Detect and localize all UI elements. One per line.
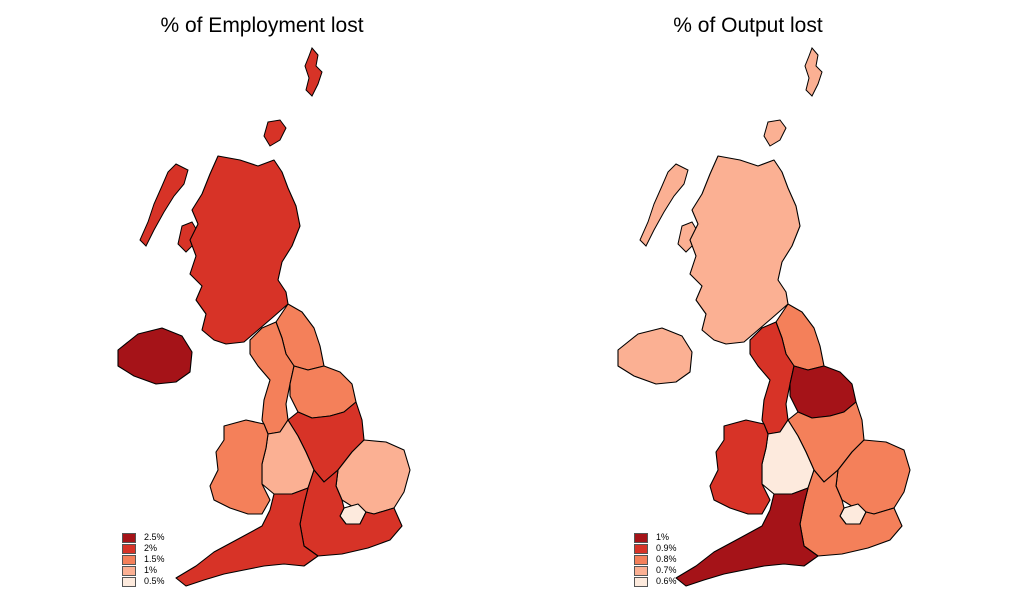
- region-wales: [709, 419, 771, 515]
- legend-item: 0.6%: [634, 576, 677, 587]
- legend-swatch: [634, 532, 648, 543]
- legend-item: 0.8%: [634, 554, 677, 565]
- outer-hebrides: [639, 163, 689, 247]
- region-south-west: [175, 487, 319, 587]
- legend-item: 0.7%: [634, 565, 677, 576]
- legend-label: 1%: [656, 532, 670, 542]
- shetland-islands: [804, 47, 823, 97]
- legend-label: 2%: [144, 543, 158, 553]
- legend-label: 0.9%: [656, 543, 677, 553]
- uk-choropleth-map: [617, 47, 911, 587]
- legend-swatch: [122, 543, 136, 554]
- output-map-panel: % of Output lost 1% 0.9% 0.8% 0.7% 0.6%: [512, 0, 1024, 614]
- legend-swatch: [634, 543, 648, 554]
- legend-label: 0.8%: [656, 554, 677, 564]
- legend-item: 0.5%: [122, 576, 165, 587]
- legend-item: 2.5%: [122, 532, 165, 543]
- legend-label: 0.5%: [144, 576, 165, 586]
- map-title: % of Employment lost: [160, 14, 364, 37]
- legend-item: 1%: [122, 565, 165, 576]
- map-title: % of Output lost: [673, 14, 823, 37]
- employment-map-panel: % of Employment lost: [117, 14, 411, 587]
- map-legend: 1% 0.9% 0.8% 0.7% 0.6%: [634, 532, 677, 587]
- legend-label: 0.7%: [656, 565, 677, 575]
- legend-swatch: [122, 565, 136, 576]
- orkney-islands: [263, 119, 287, 147]
- legend-swatch: [122, 532, 136, 543]
- legend-label: 1%: [144, 565, 158, 575]
- map-legend: 2.5% 2% 1.5% 1% 0.5%: [122, 532, 165, 587]
- orkney-islands: [763, 119, 787, 147]
- region-scotland: [189, 155, 301, 345]
- outer-hebrides: [139, 163, 189, 247]
- legend-swatch: [122, 554, 136, 565]
- legend-swatch: [634, 576, 648, 587]
- legend-item: 1%: [634, 532, 677, 543]
- legend-swatch: [122, 576, 136, 587]
- legend-swatch: [634, 565, 648, 576]
- legend-item: 0.9%: [634, 543, 677, 554]
- legend-swatch: [634, 554, 648, 565]
- uk-choropleth-map: [117, 47, 411, 587]
- region-northern-ireland: [117, 327, 193, 385]
- shetland-islands: [304, 47, 323, 97]
- region-scotland: [689, 155, 801, 345]
- legend-item: 1.5%: [122, 554, 165, 565]
- region-south-west: [675, 487, 819, 587]
- region-northern-ireland: [617, 327, 693, 385]
- legend-label: 2.5%: [144, 532, 165, 542]
- legend-label: 1.5%: [144, 554, 165, 564]
- region-wales: [209, 419, 271, 515]
- legend-item: 2%: [122, 543, 165, 554]
- legend-label: 0.6%: [656, 576, 677, 586]
